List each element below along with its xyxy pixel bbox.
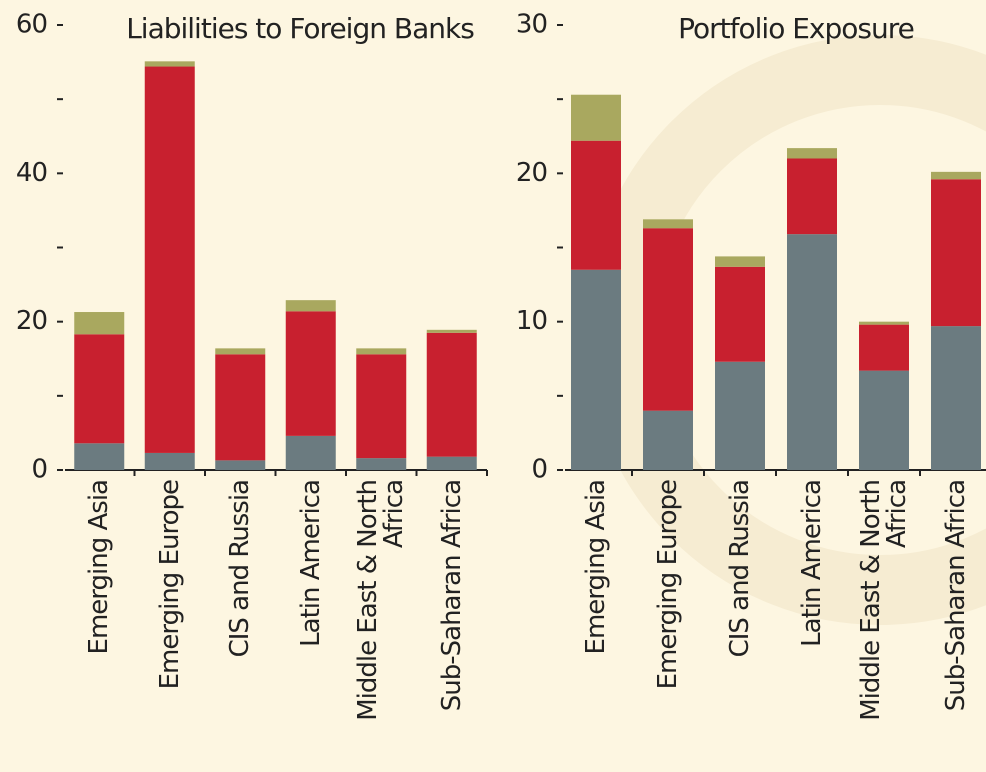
bar-segment (787, 158, 837, 235)
y-tick-label: 20 (516, 158, 547, 188)
bar-segment (426, 332, 477, 457)
y-tick-label: 0 (531, 455, 547, 485)
y-tick-label: 0 (31, 455, 47, 485)
bar-segment (74, 443, 125, 470)
bar-segment (787, 234, 837, 470)
bar-segment (426, 456, 477, 470)
bar-segment (571, 94, 621, 141)
chart-title: Portfolio Exposure (678, 12, 914, 45)
bar-segment (74, 312, 125, 335)
bar-segment (144, 452, 195, 470)
bar-segment (285, 435, 336, 470)
bar-segment (356, 458, 407, 470)
y-tick-label: 30 (516, 10, 547, 40)
bar-segment (144, 61, 195, 67)
x-tick-label: Sub-Saharan Africa (436, 480, 467, 712)
bar-segment (643, 410, 693, 470)
y-tick-label: 10 (516, 306, 547, 336)
x-tick-label: Emerging Asia (84, 480, 115, 655)
x-tick-label: Latin America (295, 480, 326, 647)
bar-segment (787, 148, 837, 159)
bar-segment (215, 460, 266, 470)
x-tick-label: Middle East & North Africa (353, 480, 410, 721)
bar-segment (859, 370, 909, 470)
x-tick-label: Sub-Saharan Africa (941, 480, 971, 712)
x-tick-label: Emerging Europe (653, 480, 683, 690)
bar-segment (931, 171, 981, 180)
bar-segment (356, 354, 407, 459)
bar-segment (426, 329, 477, 333)
bar-segment (356, 348, 407, 355)
bar-segment (715, 266, 765, 362)
bar-segment (571, 140, 621, 270)
bar-segment (931, 326, 981, 470)
bar-segment (285, 311, 336, 436)
chart-title: Liabilities to Foreign Banks (126, 12, 474, 45)
bar-segment (859, 321, 909, 325)
bar-segment (215, 348, 266, 355)
x-tick-label: Latin America (797, 480, 827, 647)
x-tick-label: Middle East & North Africa (856, 480, 912, 721)
bar-segment (144, 66, 195, 453)
x-tick-label: CIS and Russia (225, 480, 256, 658)
bar-segment (571, 269, 621, 470)
y-tick-label: 60 (16, 10, 47, 40)
x-tick-label: CIS and Russia (725, 480, 755, 658)
bar-segment (715, 256, 765, 267)
bar-segment (931, 179, 981, 327)
x-tick-label: Emerging Europe (154, 480, 185, 690)
y-tick-label: 20 (16, 306, 47, 336)
bar-segment (215, 354, 266, 461)
bar-segment (643, 228, 693, 411)
bar-segment (74, 334, 125, 444)
bar-segment (643, 219, 693, 229)
x-tick-label: Emerging Asia (581, 480, 611, 655)
bar-segment (715, 361, 765, 470)
y-tick-label: 40 (16, 158, 47, 188)
bar-segment (859, 324, 909, 371)
bar-segment (285, 300, 336, 312)
